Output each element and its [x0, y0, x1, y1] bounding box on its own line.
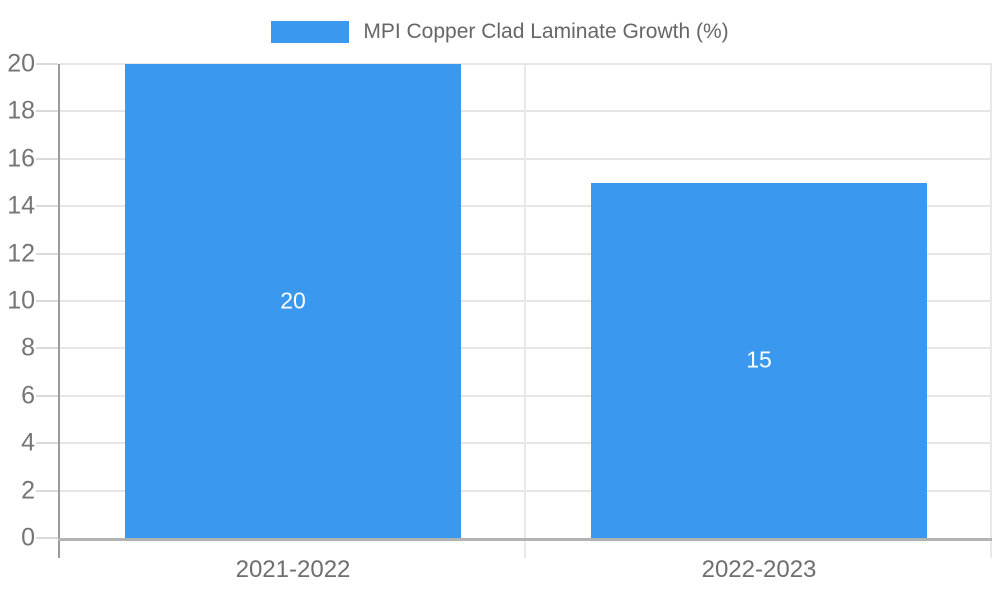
y-axis-tick	[36, 489, 58, 492]
bar-value-label: 20	[280, 287, 306, 314]
y-axis-line	[58, 64, 60, 558]
x-tick-label: 2022-2023	[701, 556, 817, 583]
y-axis-tick	[36, 63, 58, 65]
legend-label: MPI Copper Clad Laminate Growth (%)	[363, 20, 729, 43]
gridline	[60, 157, 992, 160]
y-tick-label: 10	[7, 286, 35, 315]
gridline	[60, 205, 992, 208]
y-tick-label: 12	[7, 239, 35, 268]
gridline	[60, 110, 992, 113]
y-tick-label: 2	[21, 476, 35, 505]
y-tick-label: 14	[7, 191, 35, 220]
y-tick-label: 6	[21, 381, 35, 410]
plot-area: 0 2 4 6 8 10 12 14 16 18 20 20 15	[7, 51, 992, 558]
y-axis-tick	[36, 110, 58, 113]
gridline	[60, 442, 992, 445]
gridline	[60, 347, 992, 350]
gridline	[60, 252, 992, 255]
category-split-line	[990, 64, 992, 558]
y-tick-label: 0	[21, 523, 35, 552]
x-axis-line	[58, 538, 992, 541]
legend[interactable]: MPI Copper Clad Laminate Growth (%)	[0, 20, 1000, 44]
y-axis-tick	[36, 157, 58, 160]
y-axis-tick	[36, 347, 58, 350]
y-axis-tick	[36, 252, 58, 255]
bar[interactable]	[591, 182, 927, 538]
legend-swatch-icon	[271, 21, 350, 43]
y-tick-label: 16	[7, 144, 35, 173]
gridline	[60, 489, 992, 492]
y-tick-label: 20	[7, 49, 35, 78]
y-axis-tick	[36, 394, 58, 397]
y-tick-label: 4	[21, 428, 35, 457]
y-axis-tick	[36, 205, 58, 208]
y-axis-tick	[36, 537, 58, 539]
gridline	[60, 300, 992, 302]
gridline	[60, 394, 992, 397]
y-tick-label: 8	[21, 333, 35, 362]
category-split-line	[524, 64, 526, 558]
y-axis-tick	[36, 300, 58, 302]
gridline	[60, 63, 992, 65]
y-axis-tick	[36, 442, 58, 445]
y-tick-label: 18	[7, 96, 35, 125]
x-tick-label: 2021-2022	[235, 556, 351, 583]
bar[interactable]	[125, 64, 461, 538]
bar-value-label: 15	[746, 346, 772, 373]
